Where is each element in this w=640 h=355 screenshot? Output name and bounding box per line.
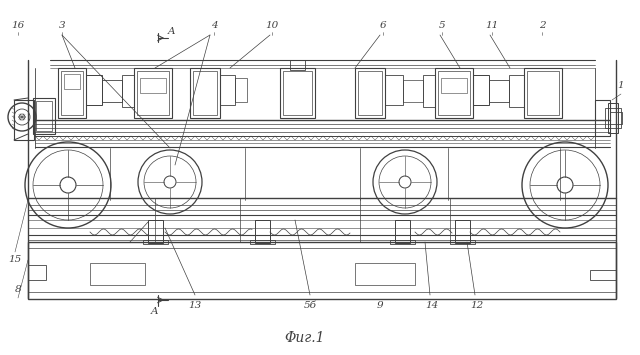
Bar [605, 108, 621, 128]
Bar [86, 75, 102, 105]
Text: 10: 10 [266, 22, 278, 31]
Text: 14: 14 [426, 301, 438, 311]
Bar [390, 240, 415, 244]
Text: 3: 3 [59, 22, 65, 31]
Text: 5б: 5б [303, 301, 317, 311]
Bar [527, 71, 559, 115]
Bar [14, 100, 34, 140]
Bar [28, 265, 46, 280]
Bar [148, 220, 163, 243]
Bar [33, 98, 55, 134]
Bar [143, 240, 168, 244]
Bar [190, 68, 220, 118]
Bar [36, 101, 52, 131]
Bar [193, 71, 217, 115]
Bar [489, 80, 509, 102]
Bar [595, 100, 610, 136]
Bar [355, 263, 415, 285]
Text: 8: 8 [15, 285, 21, 295]
Text: 11: 11 [485, 22, 499, 31]
Bar [283, 71, 312, 115]
Text: 13: 13 [188, 301, 202, 311]
Bar [455, 220, 470, 243]
Text: A: A [168, 27, 176, 37]
Bar [28, 242, 616, 299]
Bar [61, 71, 83, 115]
Bar [590, 270, 616, 280]
Bar [403, 80, 423, 102]
Bar [255, 220, 270, 243]
Bar [235, 78, 247, 102]
Bar [280, 68, 315, 118]
Bar [290, 60, 305, 70]
Bar [122, 75, 134, 107]
Bar [90, 263, 145, 285]
Bar [423, 75, 435, 107]
Text: 5: 5 [438, 22, 445, 31]
Text: 4: 4 [211, 22, 218, 31]
Bar [355, 68, 385, 118]
Text: 12: 12 [470, 301, 484, 311]
Bar [102, 80, 122, 102]
Text: 1: 1 [618, 82, 624, 91]
Bar [395, 220, 410, 243]
Bar [250, 240, 275, 244]
Bar [608, 103, 618, 133]
Bar [220, 75, 235, 105]
Bar [58, 68, 86, 118]
Bar [140, 78, 166, 93]
Bar [610, 112, 622, 124]
Bar [524, 68, 562, 118]
Text: 9: 9 [377, 301, 383, 311]
Text: Φиг.1: Φиг.1 [285, 331, 325, 345]
Bar [438, 71, 470, 115]
Bar [385, 75, 403, 105]
Bar [509, 75, 524, 107]
Text: A: A [151, 307, 159, 317]
Bar [473, 75, 489, 105]
Bar [64, 74, 80, 89]
Bar [358, 71, 382, 115]
Bar [435, 68, 473, 118]
Text: 6: 6 [380, 22, 387, 31]
Text: 2: 2 [539, 22, 545, 31]
Bar [450, 240, 475, 244]
Bar [134, 68, 172, 118]
Text: 16: 16 [12, 22, 24, 31]
Bar [137, 71, 169, 115]
Bar [441, 78, 467, 93]
Text: 15: 15 [8, 256, 22, 264]
